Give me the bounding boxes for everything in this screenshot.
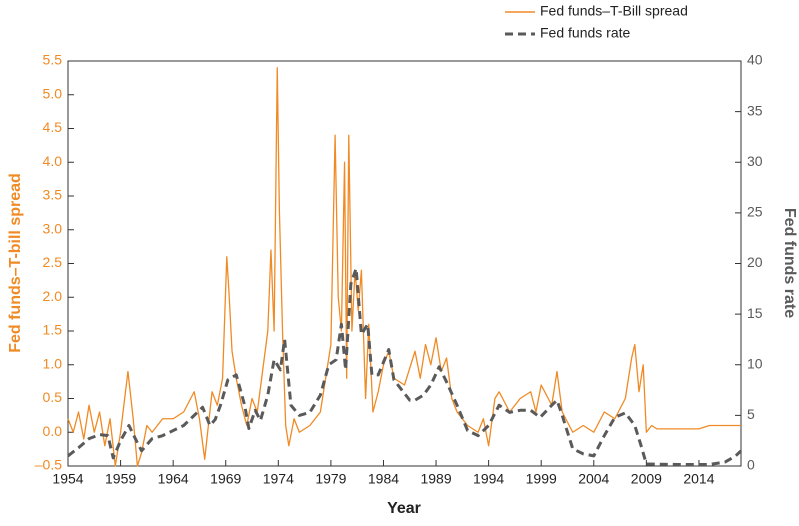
x-tick-label: 2009 xyxy=(631,471,662,487)
x-tick-label: 1999 xyxy=(526,471,557,487)
legend-label: Fed funds rate xyxy=(540,25,630,41)
y-tick-label: 3.5 xyxy=(43,187,63,203)
x-tick-label: 1969 xyxy=(210,471,241,487)
x-tick-label: 1974 xyxy=(263,471,294,487)
x-tick-label: 2004 xyxy=(578,471,609,487)
x-tick-label: 1964 xyxy=(158,471,189,487)
y2-tick-label: 15 xyxy=(747,305,763,321)
y-tick-label: 1.0 xyxy=(43,355,63,371)
y2-tick-label: 20 xyxy=(747,254,763,270)
plot-frame xyxy=(67,60,742,467)
y-tick-label: 2.0 xyxy=(43,288,63,304)
legend-label: Fed funds–T-Bill spread xyxy=(540,3,688,19)
y-tick-label: 1.5 xyxy=(43,322,63,338)
y2-tick-label: 5 xyxy=(747,406,755,422)
y-tick-label: 2.5 xyxy=(43,254,63,270)
x-tick-label: 1989 xyxy=(420,471,451,487)
y2-tick-label: 25 xyxy=(747,204,763,220)
y-tick-label: 5.5 xyxy=(43,52,63,68)
series-line xyxy=(67,267,743,466)
y-tick-label: 0.5 xyxy=(43,389,63,405)
series-line xyxy=(67,67,741,467)
y-tick-label: 5.0 xyxy=(43,85,63,101)
y2-axis-title: Fed funds rate xyxy=(781,208,798,318)
y2-tick-label: 40 xyxy=(747,52,763,68)
y-tick-label: 4.0 xyxy=(43,153,63,169)
y2-tick-label: 35 xyxy=(747,102,763,118)
x-tick-label: 1994 xyxy=(473,471,504,487)
x-tick-label: 1984 xyxy=(368,471,399,487)
x-tick-label: 1979 xyxy=(315,471,346,487)
y2-tick-label: 30 xyxy=(747,153,763,169)
x-tick-label: 1954 xyxy=(52,471,83,487)
x-tick-label: 2014 xyxy=(683,471,714,487)
y-tick-label: –0.5 xyxy=(35,457,62,473)
y2-tick-label: 0 xyxy=(747,457,755,473)
y-tick-label: 4.5 xyxy=(43,119,63,135)
x-axis-title: Year xyxy=(387,500,421,517)
y2-tick-label: 10 xyxy=(747,355,763,371)
y-tick-label: 0.0 xyxy=(43,423,63,439)
y-tick-label: 3.0 xyxy=(43,220,63,236)
y-axis-title: Fed funds–T-bill spread xyxy=(7,173,24,353)
x-tick-label: 1959 xyxy=(105,471,136,487)
